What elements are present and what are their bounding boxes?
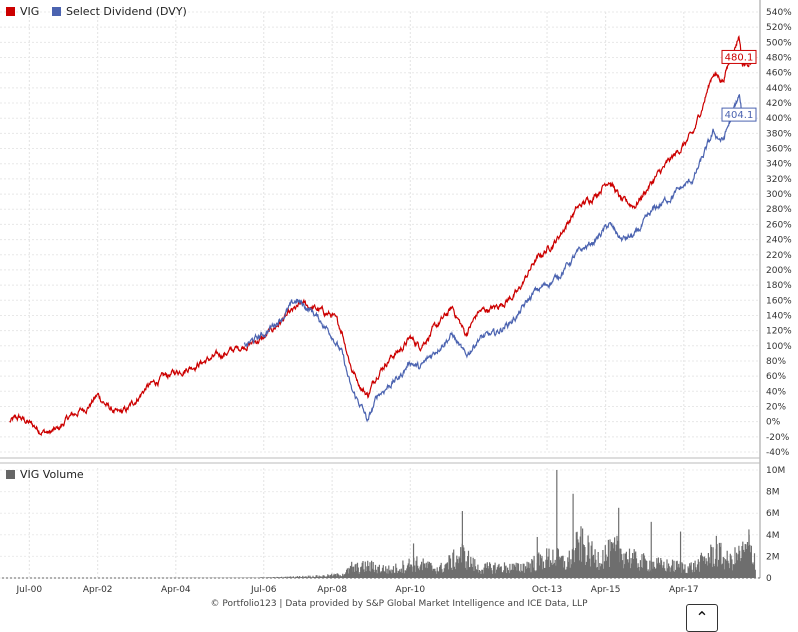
volume-y-tick-label: 0 [766,574,772,584]
series-line-vig [9,35,756,437]
legend-swatch-vig [6,7,15,16]
volume-y-tick-label: 4M [766,531,780,541]
y-tick-label: 200% [766,266,792,276]
chevron-up-icon: ⌃ [695,608,709,627]
y-tick-label: 220% [766,251,792,261]
y-tick-label: 400% [766,114,792,124]
x-tick-label: Apr-15 [591,585,621,595]
y-tick-label: 460% [766,69,792,79]
volume-y-tick-label: 10M [766,466,785,476]
y-tick-label: 160% [766,296,792,306]
last-value-text: 404.1 [725,110,754,121]
x-tick-label: Jul-00 [16,585,43,595]
y-tick-label: 520% [766,23,792,33]
y-tick-label: 260% [766,220,792,230]
x-tick-label: Apr-10 [395,585,425,595]
y-tick-label: 320% [766,175,792,185]
y-tick-label: 380% [766,129,792,139]
y-tick-label: 360% [766,145,792,155]
legend-label-volume: VIG Volume [20,468,84,481]
y-tick-label: 180% [766,281,792,291]
legend-swatch-dvy [52,7,61,16]
y-tick-label: 440% [766,84,792,94]
legend-item-dvy[interactable]: Select Dividend (DVY) [52,5,187,18]
y-tick-label: 120% [766,327,792,337]
footer-credit: © Portfolio123 | Data provided by S&P Gl… [210,599,588,609]
x-tick-label: Jul-06 [250,585,277,595]
y-tick-label: 420% [766,99,792,109]
x-tick-label: Oct-13 [532,585,562,595]
volume-y-tick-label: 6M [766,509,780,519]
last-value-box [721,49,757,64]
y-tick-label: 100% [766,342,792,352]
y-tick-label: 480% [766,54,792,64]
y-tick-label: 280% [766,205,792,215]
y-tick-label: 80% [766,357,786,367]
legend-item-vig[interactable]: VIG [6,5,39,18]
series-line-dvy [243,93,756,423]
volume-bars [121,526,756,578]
last-value-label-vig: 480.1 [721,49,757,64]
y-tick-label: 0% [766,418,781,428]
y-tick-label: 300% [766,190,792,200]
y-tick-label: -20% [766,433,790,443]
x-tick-label: Apr-04 [161,585,191,595]
y-tick-label: 540% [766,8,792,18]
legend-item-volume: VIG Volume [6,468,84,481]
y-tick-label: 60% [766,372,786,382]
y-tick-label: 140% [766,311,792,321]
x-tick-label: Apr-02 [83,585,113,595]
volume-y-tick-label: 8M [766,488,780,498]
y-tick-label: 240% [766,236,792,246]
scroll-top-button[interactable]: ⌃ [686,604,718,632]
last-value-label-dvy: 404.1 [721,107,757,122]
legend-label-dvy: Select Dividend (DVY) [66,5,187,18]
y-tick-label: 500% [766,38,792,48]
last-value-text: 480.1 [725,52,754,63]
y-tick-label: 340% [766,160,792,170]
volume-y-tick-label: 2M [766,552,780,562]
y-tick-label: -40% [766,448,790,458]
last-value-box [721,107,757,122]
x-tick-label: Apr-17 [669,585,699,595]
x-tick-label: Apr-08 [317,585,347,595]
legend-label-vig: VIG [20,5,40,18]
legend-swatch-volume [6,470,15,479]
y-tick-label: 40% [766,387,786,397]
y-tick-label: 20% [766,402,786,412]
